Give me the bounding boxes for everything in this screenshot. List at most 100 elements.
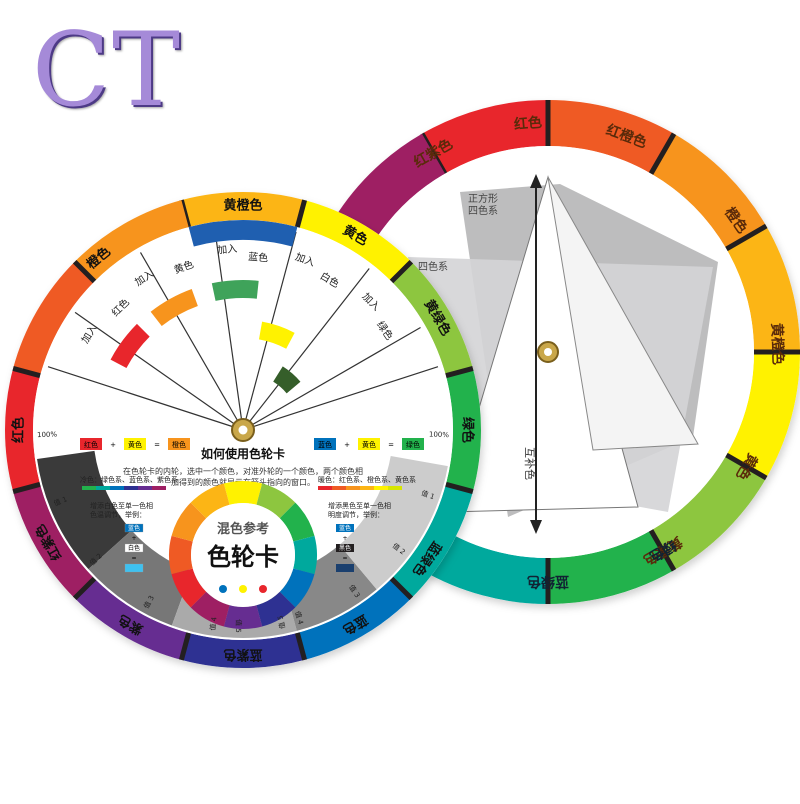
scale-left-label: 值 4	[208, 616, 219, 631]
cool-colors-text: 冷色：绿色系、蓝色系、紫色系	[80, 475, 178, 484]
add-label: 加入	[217, 243, 238, 257]
front-ring-segment	[5, 368, 41, 492]
front-ring-divider	[12, 481, 41, 495]
back-grommet-hole	[544, 348, 552, 356]
center-wheel-segment	[169, 535, 193, 575]
back-ring-segment	[548, 530, 674, 604]
example-text: =	[154, 441, 160, 449]
top-blue-tab	[188, 219, 298, 247]
color-window	[211, 280, 259, 301]
shade-swatch	[336, 524, 354, 532]
window-divider	[242, 326, 421, 431]
center-wheel-segment	[279, 502, 315, 542]
front-ring-segment	[391, 484, 473, 599]
front-ring-segment	[13, 484, 95, 599]
shade-note: 增添黑色至单一色相	[328, 501, 391, 510]
back-ring-segment	[726, 352, 800, 478]
cool-gradient-cell	[82, 486, 96, 490]
front-ring-divider	[72, 259, 97, 284]
scale-right-label: 值 1	[420, 488, 436, 501]
shade-text: 黑色	[339, 544, 351, 552]
tint-text: =	[131, 555, 136, 562]
front-ring-segment	[297, 578, 412, 660]
window-area	[48, 225, 438, 430]
example-swatch	[402, 438, 424, 450]
center-wheel-segment	[190, 591, 230, 627]
center-big-title: 色轮卡	[207, 543, 279, 571]
cool-gradient-cell	[138, 486, 152, 490]
back-ring-segment	[651, 133, 767, 249]
tint-text: +	[131, 535, 136, 542]
warm-gradient-cell	[318, 486, 332, 490]
front-color-wheel-disc: 黄橙色黄色黄绿色绿色蓝绿色蓝色蓝紫色紫色红紫色红色橙色加入加入加入加入加入红色黄…	[5, 192, 482, 668]
back-ring-segment	[726, 226, 800, 352]
back-ring-label: 黄橙色	[768, 323, 786, 366]
back-ring-label: 蓝绿色	[527, 573, 569, 590]
center-wheel-inner	[191, 503, 295, 607]
cool-gradient-cell	[152, 486, 166, 490]
color-window	[150, 289, 198, 326]
color-window	[110, 323, 150, 369]
tint-text: 白色	[128, 544, 140, 552]
back-ring-segment	[422, 530, 548, 604]
front-ring-segment	[297, 200, 412, 282]
front-ring-segment	[181, 192, 305, 228]
scale-band-right-2	[339, 456, 448, 590]
shade-swatch	[336, 544, 354, 552]
square-label: 正方形	[468, 192, 498, 205]
tint-swatch	[124, 563, 144, 573]
square-label-2: 四色系	[468, 204, 498, 217]
warm-gradient-cell	[346, 486, 360, 490]
tint-swatch	[124, 543, 144, 553]
shade-text: +	[342, 535, 347, 542]
front-ring-divider	[294, 199, 308, 228]
front-ring-segment	[13, 261, 95, 376]
center-wheel-segment	[223, 605, 263, 629]
back-ring-segment	[329, 133, 445, 249]
center-wheel-segment	[171, 568, 207, 608]
cool-gradient-cell	[110, 486, 124, 490]
back-ring-segment	[651, 455, 767, 571]
front-ring-label: 红色	[11, 417, 27, 443]
window-divider	[242, 268, 370, 431]
warm-gradient-cell	[374, 486, 388, 490]
front-ring-divider	[294, 632, 308, 661]
shade-text: =	[342, 555, 347, 562]
back-ring-segment	[422, 100, 548, 174]
arrow-head-up	[530, 174, 542, 188]
warm-colors-text: 暖色：红色系、橙色系、黄色系	[318, 475, 416, 484]
scale-band-left	[37, 450, 132, 570]
window-divider	[139, 252, 244, 431]
triangle-small	[547, 176, 699, 451]
front-ring-segment	[74, 578, 189, 660]
front-ring-label: 绿色	[460, 417, 476, 443]
center-wheel-segment	[171, 502, 207, 542]
front-ring-divider	[72, 576, 97, 601]
example-swatch	[168, 438, 190, 450]
primary-dot	[259, 585, 267, 593]
example-text: =	[388, 441, 394, 449]
back-ring-label: 红色	[513, 114, 542, 133]
front-grommet-hole	[238, 425, 248, 435]
tint-swatch	[124, 523, 144, 533]
scale-right-label: 100%	[429, 430, 450, 439]
shade-text: 蓝色	[339, 524, 351, 532]
front-ring-segment	[391, 261, 473, 376]
back-ring-segment	[548, 100, 674, 174]
primary-dot	[239, 585, 247, 593]
window-divider	[213, 226, 244, 431]
back-ring-divider	[725, 223, 768, 252]
center-wheel-segment	[190, 483, 230, 519]
center-wheel-segment	[256, 483, 296, 519]
front-ring-divider	[445, 481, 474, 495]
instruction-text-1: 在色轮卡的内轮，选中一个颜色，对准外轮的一个颜色，两个颜色相	[123, 466, 363, 476]
window-divider	[74, 311, 244, 431]
example-swatch	[314, 438, 336, 450]
center-wheel-segment	[256, 591, 296, 627]
instruction-title: 如何使用色轮卡	[201, 446, 285, 461]
cool-gradient-cell	[124, 486, 138, 490]
primary-dot	[219, 585, 227, 593]
example-text: 橙色	[172, 440, 186, 449]
center-wheel-segment	[279, 568, 315, 608]
